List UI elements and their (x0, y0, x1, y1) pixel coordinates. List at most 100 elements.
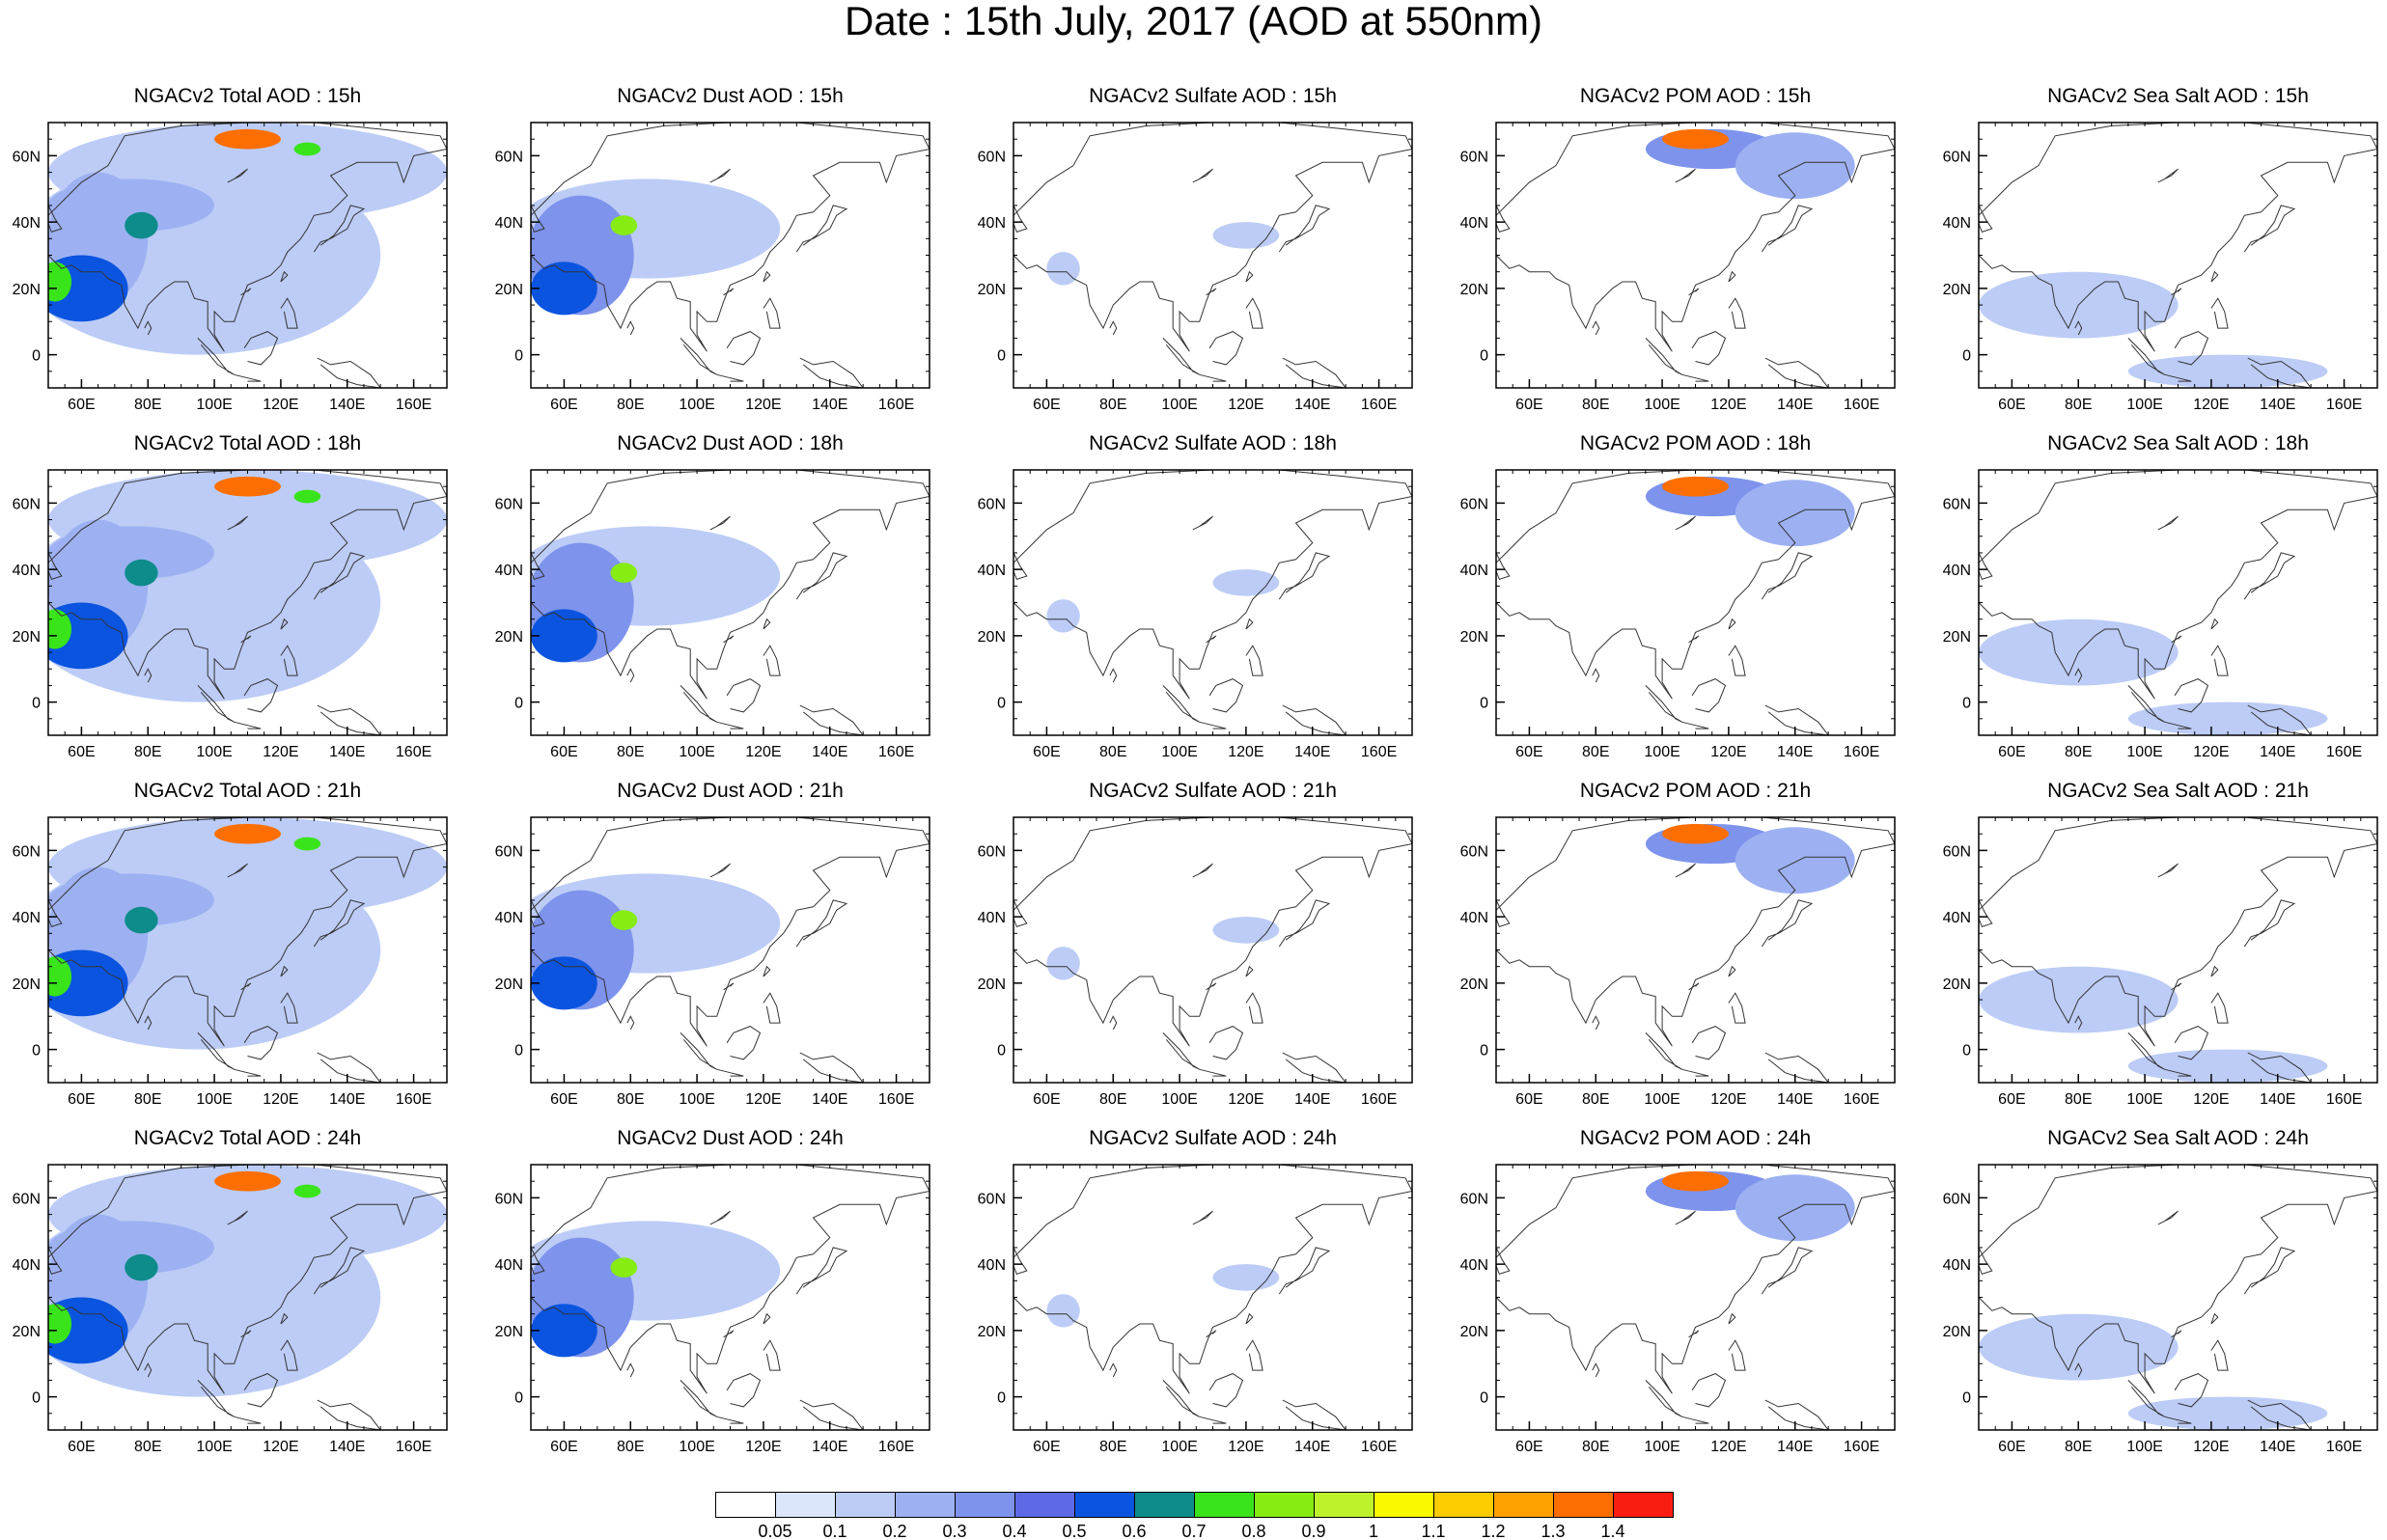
coastline (2164, 1416, 2192, 1424)
lon-tick-label: 140E (329, 397, 365, 413)
lon-tick-label: 140E (2260, 397, 2295, 413)
coastline (799, 1399, 864, 1430)
aod-field-region (48, 956, 72, 997)
coastline (626, 668, 635, 683)
lon-tick-label: 140E (812, 1439, 847, 1455)
lat-tick-label: 60N (1460, 843, 1488, 860)
coastline (317, 704, 381, 735)
lat-tick-label: 60N (1943, 149, 1971, 165)
lon-tick-label: 140E (812, 744, 847, 760)
lon-tick-label: 120E (2193, 397, 2229, 413)
lon-tick-label: 140E (329, 744, 365, 760)
lon-tick-label: 80E (617, 744, 644, 760)
aod-field-region (48, 179, 214, 233)
aod-field-region (125, 559, 158, 587)
lon-tick-label: 120E (1710, 744, 1746, 760)
panel-title: NGACv2 Sea Salt AOD : 24h (2047, 1127, 2309, 1149)
coastline (1245, 270, 1254, 283)
lon-tick-label: 100E (196, 1091, 232, 1108)
panel-title: NGACv2 Total AOD : 15h (133, 85, 362, 107)
panel-title: NGACv2 Total AOD : 21h (133, 780, 362, 802)
aod-map: 60E 80E 100E 120E 140E 160E 60N 40N 20N 0 (978, 122, 1413, 413)
coastline (1675, 168, 1696, 183)
coastline (709, 1210, 731, 1225)
lon-tick-label: 60E (550, 1439, 577, 1455)
coastline (680, 1380, 717, 1417)
coastline (1282, 1052, 1346, 1083)
lon-tick-label: 60E (1033, 1091, 1060, 1108)
coastline (763, 965, 771, 977)
colorbar-label: 0.7 (1181, 1522, 1206, 1540)
coastline (1691, 1026, 1727, 1060)
coastline (1192, 1210, 1213, 1225)
lon-tick-label: 120E (2193, 744, 2229, 760)
coastline (680, 338, 717, 375)
lon-tick-label: 60E (1033, 397, 1060, 413)
aod-field-region (293, 142, 321, 156)
lon-tick-label: 80E (1582, 1439, 1609, 1455)
lat-tick-label: 40N (1460, 563, 1488, 579)
lon-tick-label: 140E (812, 397, 847, 413)
coastline (763, 992, 781, 1024)
colorbar-label: 1.2 (1481, 1522, 1505, 1540)
lon-tick-label: 100E (679, 1091, 714, 1108)
map-panel: NGACv2 Dust AOD : 24h 60E 80E 100E 120E 140E 1… (495, 1127, 930, 1455)
coastline (313, 1247, 366, 1295)
coastline (280, 1312, 289, 1325)
lat-tick-label: 40N (1943, 1257, 1971, 1274)
colorbar-swatch (1194, 1492, 1255, 1518)
coastline (234, 1068, 262, 1077)
lon-tick-label: 140E (812, 1091, 847, 1108)
coastline (2074, 320, 2083, 336)
lon-tick-label: 60E (68, 1439, 95, 1455)
coastline (2171, 1330, 2182, 1338)
aod-field-region (1046, 1294, 1080, 1328)
coastline (2210, 618, 2219, 630)
coastline (763, 618, 771, 630)
coastline (1245, 618, 1254, 630)
coastline (1681, 721, 1709, 729)
colorbar: 0.05 0.1 0.2 0.3 0.4 0.5 0.6 0.7 0.8 0.9 1 1.1 1.2 1.… (715, 1492, 1674, 1540)
lon-tick-label: 60E (1998, 1091, 2025, 1108)
coastline (243, 678, 279, 713)
aod-map: 60E 80E 100E 120E 140E 160E 60N 40N 20N 0 (13, 469, 448, 760)
lat-tick-label: 0 (997, 348, 1006, 365)
coastline (48, 123, 447, 352)
lon-tick-label: 100E (2126, 397, 2162, 413)
colorbar-swatch (1374, 1492, 1434, 1518)
coastline (723, 982, 735, 991)
aod-field-region (610, 1257, 638, 1278)
lon-tick-label: 160E (1361, 1439, 1397, 1455)
lon-tick-label: 80E (2065, 1091, 2092, 1108)
lat-tick-label: 20N (495, 976, 523, 993)
lon-tick-label: 140E (2260, 1439, 2295, 1455)
aod-map: 60E 80E 100E 120E 140E 160E 60N 40N 20N 0 (495, 469, 930, 760)
coastline (1688, 288, 1700, 296)
coastline (2174, 1373, 2209, 1408)
coastline (227, 168, 248, 183)
coastline (2171, 288, 2182, 296)
lat-tick-label: 60N (13, 1191, 41, 1207)
map-panel: NGACv2 Total AOD : 21h 60E 80E 100E 120E 140E… (13, 780, 448, 1108)
coastline (1979, 1165, 2377, 1394)
lon-tick-label: 100E (1161, 1439, 1197, 1455)
coastline (243, 1026, 279, 1060)
lon-tick-label: 120E (263, 1091, 298, 1108)
lat-tick-label: 60N (495, 843, 523, 860)
coastline (1675, 1210, 1696, 1225)
lon-tick-label: 160E (396, 744, 431, 760)
lat-tick-label: 60N (1943, 1191, 1971, 1207)
lon-tick-label: 160E (1844, 397, 1879, 413)
lat-tick-label: 20N (495, 282, 523, 298)
coastline (2247, 1052, 2312, 1083)
coastline (317, 1052, 381, 1083)
coastline (763, 1339, 781, 1371)
lon-tick-label: 60E (1033, 1439, 1060, 1455)
lon-tick-label: 160E (2326, 1439, 2362, 1455)
aod-map: 60E 80E 100E 120E 140E 160E 60N 40N 20N 0 (1460, 816, 1896, 1108)
aod-field-region (1212, 917, 1280, 944)
coastline (1013, 817, 1412, 1047)
coastline (799, 357, 864, 388)
lat-tick-label: 0 (1962, 1043, 1971, 1059)
